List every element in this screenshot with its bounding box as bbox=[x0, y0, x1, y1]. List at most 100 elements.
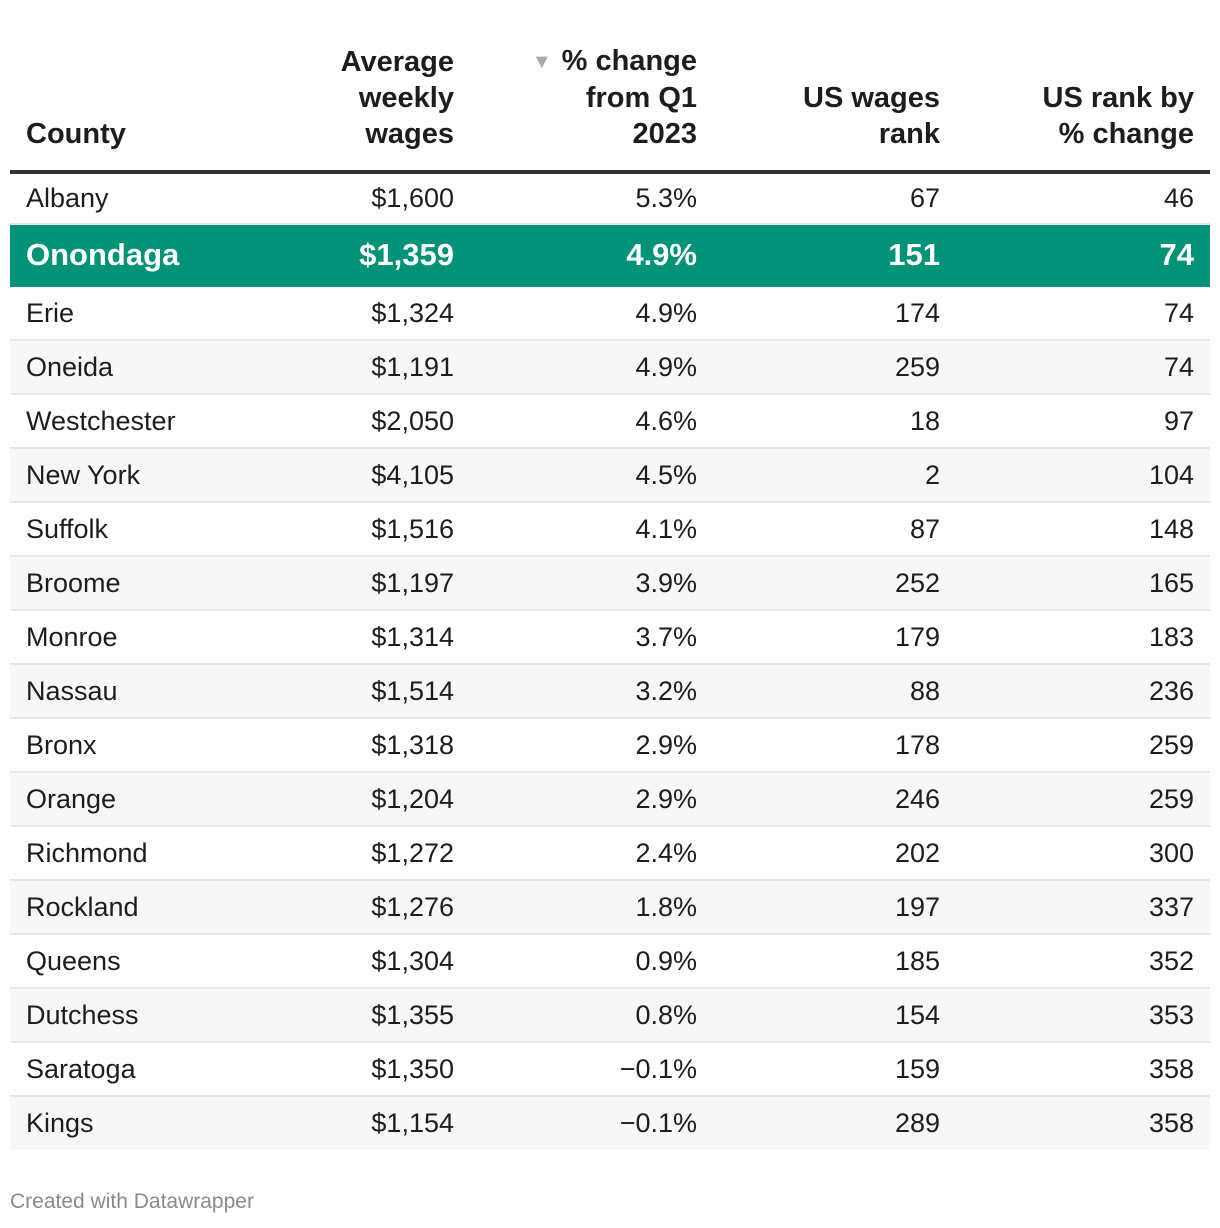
column-header-county[interactable]: County bbox=[10, 0, 230, 174]
column-header-rankchg-line1: US rank by bbox=[1042, 82, 1195, 114]
cell-pct-change: 5.3% bbox=[470, 172, 713, 225]
cell-us-wages-rank: 18 bbox=[713, 394, 956, 449]
cell-us-rank-pct-change: 259 bbox=[956, 718, 1210, 773]
column-header-rank-line1: US wages bbox=[803, 82, 940, 114]
cell-us-rank-pct-change: 165 bbox=[956, 556, 1210, 611]
cell-pct-change: 4.9% bbox=[470, 224, 713, 287]
cell-county: Suffolk bbox=[10, 502, 230, 557]
cell-county: Broome bbox=[10, 556, 230, 611]
table-row: Westchester $2,050 4.6% 18 97 bbox=[10, 394, 1210, 449]
table-row: Albany $1,600 5.3% 67 46 bbox=[10, 172, 1210, 225]
column-header-change-line1: % change bbox=[561, 45, 697, 77]
cell-county: Saratoga bbox=[10, 1042, 230, 1097]
cell-pct-change: 4.1% bbox=[470, 502, 713, 557]
cell-us-wages-rank: 197 bbox=[713, 880, 956, 935]
cell-pct-change: 2.4% bbox=[470, 826, 713, 881]
table-header: County Average weekly wages ▼ % change fr… bbox=[10, 0, 1210, 174]
cell-avg-weekly-wages: $1,318 bbox=[230, 718, 470, 773]
cell-county: Monroe bbox=[10, 610, 230, 665]
cell-county: Nassau bbox=[10, 664, 230, 719]
cell-us-rank-pct-change: 148 bbox=[956, 502, 1210, 557]
cell-pct-change: −0.1% bbox=[470, 1042, 713, 1097]
cell-us-wages-rank: 185 bbox=[713, 934, 956, 989]
table-row: Richmond $1,272 2.4% 202 300 bbox=[10, 826, 1210, 881]
column-header-rankchg-line2: % change bbox=[1058, 118, 1194, 150]
table-row: Oneida $1,191 4.9% 259 74 bbox=[10, 340, 1210, 395]
cell-pct-change: 3.2% bbox=[470, 664, 713, 719]
cell-us-rank-pct-change: 74 bbox=[956, 340, 1210, 395]
wages-table: County Average weekly wages ▼ % change fr… bbox=[10, 0, 1210, 1150]
table-row: Queens $1,304 0.9% 185 352 bbox=[10, 934, 1210, 989]
cell-avg-weekly-wages: $1,314 bbox=[230, 610, 470, 665]
cell-county: Queens bbox=[10, 934, 230, 989]
cell-pct-change: 1.8% bbox=[470, 880, 713, 935]
cell-avg-weekly-wages: $1,514 bbox=[230, 664, 470, 719]
column-header-us-wages-rank[interactable]: US wages rank bbox=[713, 0, 956, 174]
column-header-change-line2: from Q1 bbox=[585, 82, 697, 114]
cell-county: Richmond bbox=[10, 826, 230, 881]
cell-pct-change: 4.9% bbox=[470, 340, 713, 395]
table-row: Suffolk $1,516 4.1% 87 148 bbox=[10, 502, 1210, 557]
cell-us-wages-rank: 252 bbox=[713, 556, 956, 611]
cell-us-rank-pct-change: 46 bbox=[956, 172, 1210, 225]
cell-avg-weekly-wages: $1,600 bbox=[230, 172, 470, 225]
cell-county: Dutchess bbox=[10, 988, 230, 1043]
cell-pct-change: 4.9% bbox=[470, 286, 713, 341]
column-header-wages-line3: wages bbox=[365, 118, 454, 150]
cell-us-rank-pct-change: 97 bbox=[956, 394, 1210, 449]
cell-pct-change: 2.9% bbox=[470, 772, 713, 827]
cell-avg-weekly-wages: $1,154 bbox=[230, 1096, 470, 1150]
cell-us-wages-rank: 179 bbox=[713, 610, 956, 665]
table-row: Kings $1,154 −0.1% 289 358 bbox=[10, 1096, 1210, 1150]
cell-pct-change: 3.7% bbox=[470, 610, 713, 665]
cell-county: Orange bbox=[10, 772, 230, 827]
column-header-rank-line2: rank bbox=[878, 118, 940, 150]
table-row: Nassau $1,514 3.2% 88 236 bbox=[10, 664, 1210, 719]
column-header-change-line3: 2023 bbox=[632, 118, 697, 150]
cell-avg-weekly-wages: $2,050 bbox=[230, 394, 470, 449]
table-row: New York $4,105 4.5% 2 104 bbox=[10, 448, 1210, 503]
column-header-wages-line2: weekly bbox=[358, 82, 454, 114]
table-row: Saratoga $1,350 −0.1% 159 358 bbox=[10, 1042, 1210, 1097]
cell-us-rank-pct-change: 104 bbox=[956, 448, 1210, 503]
cell-avg-weekly-wages: $1,197 bbox=[230, 556, 470, 611]
cell-us-wages-rank: 88 bbox=[713, 664, 956, 719]
cell-pct-change: 4.6% bbox=[470, 394, 713, 449]
sort-descending-icon: ▼ bbox=[531, 51, 552, 73]
cell-us-rank-pct-change: 352 bbox=[956, 934, 1210, 989]
cell-avg-weekly-wages: $1,204 bbox=[230, 772, 470, 827]
cell-us-rank-pct-change: 358 bbox=[956, 1042, 1210, 1097]
cell-us-rank-pct-change: 300 bbox=[956, 826, 1210, 881]
table-row-highlighted: Onondaga $1,359 4.9% 151 74 bbox=[10, 224, 1210, 287]
cell-county: Rockland bbox=[10, 880, 230, 935]
cell-avg-weekly-wages: $1,304 bbox=[230, 934, 470, 989]
column-header-pct-change[interactable]: ▼ % change from Q1 2023 bbox=[470, 0, 713, 174]
cell-county: Onondaga bbox=[10, 224, 230, 287]
cell-us-wages-rank: 154 bbox=[713, 988, 956, 1043]
cell-pct-change: 0.8% bbox=[470, 988, 713, 1043]
data-table-container: County Average weekly wages ▼ % change fr… bbox=[10, 0, 1210, 1150]
cell-us-wages-rank: 289 bbox=[713, 1096, 956, 1150]
cell-pct-change: 3.9% bbox=[470, 556, 713, 611]
cell-county: Oneida bbox=[10, 340, 230, 395]
cell-us-wages-rank: 259 bbox=[713, 340, 956, 395]
cell-us-rank-pct-change: 259 bbox=[956, 772, 1210, 827]
table-row: Rockland $1,276 1.8% 197 337 bbox=[10, 880, 1210, 935]
column-header-us-rank-pct-change[interactable]: US rank by % change bbox=[956, 0, 1210, 174]
cell-avg-weekly-wages: $1,516 bbox=[230, 502, 470, 557]
cell-avg-weekly-wages: $1,355 bbox=[230, 988, 470, 1043]
cell-us-wages-rank: 178 bbox=[713, 718, 956, 773]
cell-us-wages-rank: 202 bbox=[713, 826, 956, 881]
cell-us-wages-rank: 2 bbox=[713, 448, 956, 503]
cell-us-rank-pct-change: 236 bbox=[956, 664, 1210, 719]
cell-avg-weekly-wages: $4,105 bbox=[230, 448, 470, 503]
table-row: Monroe $1,314 3.7% 179 183 bbox=[10, 610, 1210, 665]
cell-us-wages-rank: 151 bbox=[713, 224, 956, 287]
cell-avg-weekly-wages: $1,324 bbox=[230, 286, 470, 341]
cell-county: Albany bbox=[10, 172, 230, 225]
cell-avg-weekly-wages: $1,359 bbox=[230, 224, 470, 287]
column-header-avg-weekly-wages[interactable]: Average weekly wages bbox=[230, 0, 470, 174]
cell-county: New York bbox=[10, 448, 230, 503]
cell-us-rank-pct-change: 74 bbox=[956, 224, 1210, 287]
cell-us-wages-rank: 87 bbox=[713, 502, 956, 557]
